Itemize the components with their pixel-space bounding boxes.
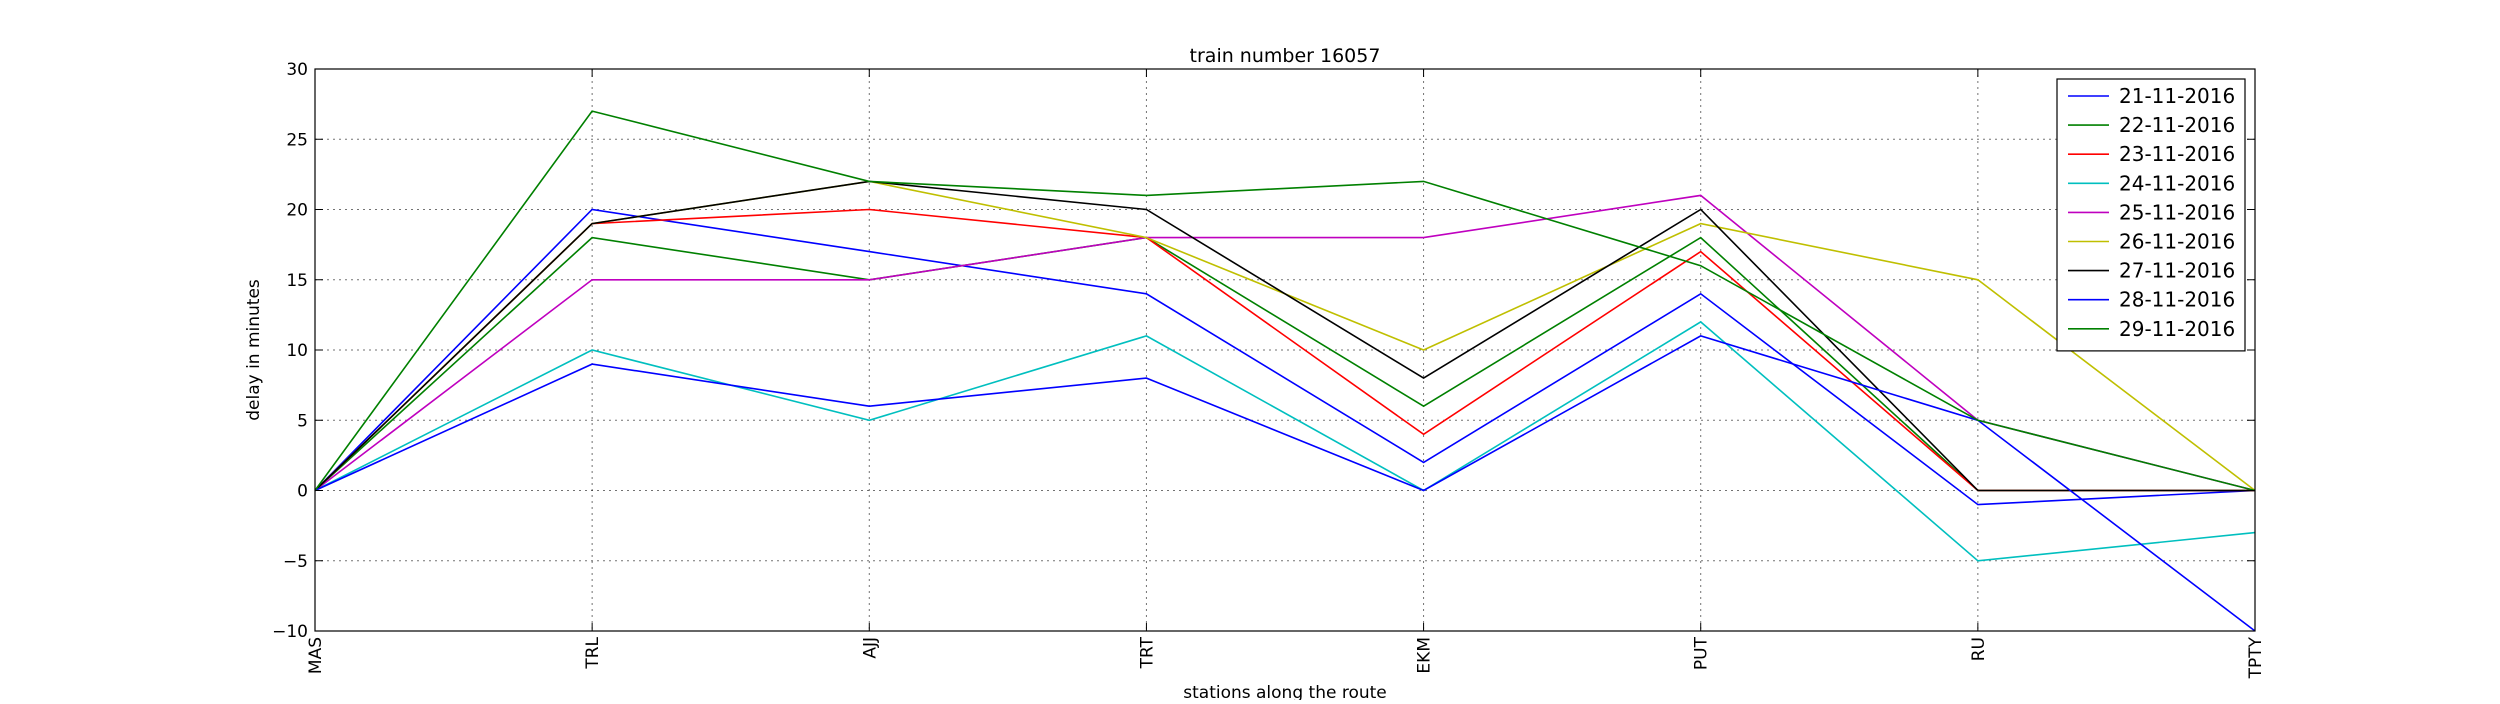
y-tick-label: 5 [297, 411, 308, 431]
y-tick-label: −5 [283, 552, 308, 572]
chart-title: train number 16057 [1190, 45, 1381, 67]
y-tick-label: 20 [286, 201, 308, 221]
x-axis-label: stations along the route [1183, 683, 1387, 700]
series-line-25-11-2016 [314, 194, 2256, 492]
legend-label: 28-11-2016 [2119, 288, 2235, 312]
legend: 21-11-2016 22-11-2016 23-11-2016 24-11-2016… [2056, 78, 2246, 352]
y-tick-label: 0 [297, 482, 308, 502]
x-tick-label: MAS [306, 637, 326, 674]
legend-label: 22-11-2016 [2119, 113, 2235, 137]
grid [315, 69, 2255, 631]
series-line-23-11-2016 [314, 208, 2255, 492]
axis-ticks: −10 −5 0 5 10 15 20 25 30 MAS TRL AJJ TRT EKM PUT RU TPT… [272, 60, 2266, 679]
x-tick-label: TRL [583, 636, 603, 669]
series-line-28-11-2016 [314, 335, 2256, 632]
x-tick-label: TRT [1137, 636, 1157, 669]
legend-label: 27-11-2016 [2119, 259, 2235, 283]
y-axis-label: delay in minutes [244, 279, 264, 421]
x-tick-label: EKM [1415, 637, 1435, 674]
legend-label: 25-11-2016 [2119, 200, 2235, 224]
series-line-21-11-2016 [314, 208, 2256, 506]
series-line-22-11-2016 [314, 236, 2255, 492]
x-tick-label: AJJ [860, 637, 880, 659]
x-tick-label: TPTY [2246, 636, 2266, 679]
series-line-27-11-2016 [314, 180, 2255, 492]
legend-label: 24-11-2016 [2119, 171, 2235, 195]
plot-frame [314, 68, 2256, 632]
y-tick-label: −10 [272, 622, 308, 642]
y-tick-label: 30 [286, 60, 308, 80]
series-line-29-11-2016 [314, 110, 2256, 492]
y-tick-label: 15 [286, 271, 308, 291]
legend-label: 21-11-2016 [2119, 84, 2235, 108]
series-lines [314, 110, 2256, 632]
x-tick-label: RU [1969, 637, 1989, 661]
legend-label: 26-11-2016 [2119, 230, 2235, 254]
legend-label: 23-11-2016 [2119, 142, 2235, 166]
y-tick-label: 25 [286, 130, 308, 150]
y-tick-label: 10 [286, 341, 308, 361]
legend-label: 29-11-2016 [2119, 317, 2235, 341]
x-tick-label: PUT [1692, 636, 1712, 670]
series-line-24-11-2016 [314, 320, 2256, 562]
